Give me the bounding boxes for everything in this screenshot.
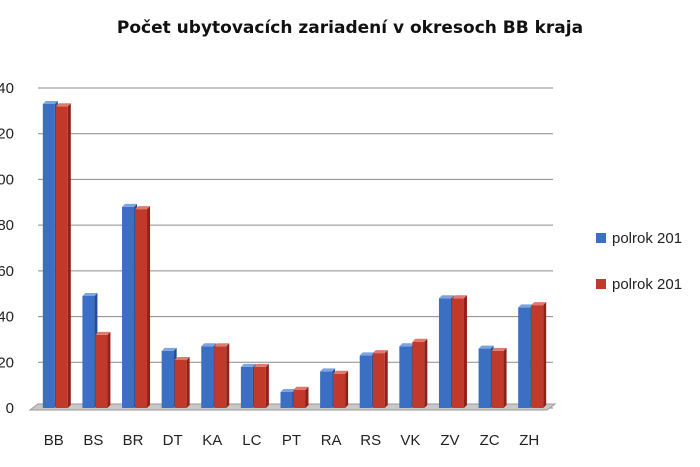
bar-polrok-201-2-ZH	[531, 305, 544, 408]
y-tick-label: 80	[0, 217, 14, 234]
gridlines	[38, 87, 553, 409]
y-tick-label: 0	[6, 400, 14, 417]
bar-side-2-RA	[345, 370, 349, 408]
bar-polrok-201-1-BS	[82, 296, 95, 408]
x-tick-label: BB	[44, 432, 64, 449]
bar-top-1-PT	[280, 389, 296, 392]
y-tick-label: 100	[0, 171, 14, 188]
bar-polrok-201-1-ZH	[518, 307, 531, 408]
bar-top-1-DT	[161, 347, 177, 351]
x-tick-label: ZC	[480, 432, 500, 449]
bar-polrok-201-2-ZC	[491, 350, 504, 408]
y-axis-ticks: 0 20 40 60 80 100 120 140	[0, 80, 14, 417]
bar-side-2-ZC	[503, 347, 507, 408]
legend-item-series-2: polrok 201	[596, 274, 700, 294]
chart-title: Počet ubytovacích zariadení v okresoch B…	[116, 18, 584, 38]
bar-polrok-201-1-BR	[122, 206, 135, 408]
x-tick-label: BR	[123, 432, 144, 449]
x-tick-label: RA	[321, 432, 342, 449]
y-tick-label: 40	[0, 309, 14, 326]
x-tick-label: ZV	[440, 432, 459, 449]
bar-top-2-VK	[412, 338, 428, 342]
bar-top-1-ZH	[518, 304, 534, 308]
legend-label-1: polrok 201	[612, 229, 683, 247]
bar-polrok-201-2-DT	[174, 360, 187, 408]
x-tick-label: DT	[163, 432, 183, 449]
bar-polrok-201-1-BB	[42, 104, 55, 408]
y-tick-label: 140	[0, 80, 14, 97]
bar-polrok-201-2-RS	[372, 353, 385, 408]
bar-side-2-BS	[107, 331, 111, 408]
bar-top-2-LC	[253, 363, 269, 367]
bar-polrok-201-1-KA	[201, 346, 214, 408]
bars	[42, 101, 547, 409]
bar-top-2-ZH	[531, 302, 547, 306]
x-tick-label: VK	[400, 432, 420, 449]
bar-top-1-BS	[82, 293, 98, 296]
x-axis-labels: BB BS BR DT KA LC PT RA RS VK ZV ZC ZH	[44, 432, 539, 449]
bar-top-2-RA	[333, 370, 349, 374]
x-tick-label: RS	[360, 432, 381, 449]
bar-top-2-ZC	[491, 347, 507, 351]
bar-top-2-RS	[372, 350, 388, 354]
bar-polrok-201-1-RS	[359, 355, 372, 408]
bar-side-2-KA	[226, 343, 230, 408]
y-tick-label: 20	[0, 354, 14, 371]
bar-top-2-BB	[55, 103, 71, 107]
bar-top-2-DT	[174, 357, 190, 360]
bar-polrok-201-1-LC	[240, 366, 253, 408]
bar-top-2-PT	[293, 386, 309, 390]
bar-polrok-201-2-BB	[55, 106, 68, 409]
bar-top-1-RA	[320, 368, 336, 372]
bar-polrok-201-1-ZV	[438, 298, 451, 408]
bar-side-2-ZV	[463, 295, 467, 408]
bar-polrok-201-2-ZV	[451, 298, 464, 408]
bar-top-1-ZC	[478, 345, 494, 349]
bar-side-2-RS	[384, 350, 388, 408]
bar-polrok-201-1-ZC	[478, 348, 491, 408]
bar-top-2-BR	[135, 206, 151, 210]
y-tick-label: 60	[0, 263, 14, 280]
bar-polrok-201-1-RA	[320, 371, 333, 408]
x-tick-label: KA	[202, 432, 222, 449]
bar-top-2-BS	[95, 331, 111, 335]
bar-polrok-201-1-VK	[399, 346, 412, 408]
bar-top-1-ZV	[438, 295, 454, 299]
bar-polrok-201-1-DT	[161, 350, 174, 408]
x-tick-label: LC	[242, 432, 261, 449]
bar-top-1-KA	[201, 343, 217, 347]
bar-polrok-201-2-VK	[412, 341, 425, 408]
legend-item-series-1: polrok 201	[596, 228, 700, 248]
x-tick-label: BS	[83, 432, 103, 449]
bar-top-1-RS	[359, 352, 375, 356]
bar-side-2-BR	[147, 206, 151, 408]
bar-side-2-DT	[186, 357, 190, 408]
bar-polrok-201-2-BS	[95, 334, 108, 408]
bar-side-2-VK	[424, 338, 428, 408]
x-tick-label: ZH	[519, 432, 539, 449]
bar-side-2-ZH	[543, 302, 547, 408]
bar-side-2-PT	[305, 386, 309, 408]
bar-polrok-201-2-KA	[214, 346, 227, 408]
bar-top-1-BB	[42, 101, 58, 104]
legend: polrok 201 polrok 201	[596, 228, 700, 320]
bar-side-2-BB	[67, 103, 71, 409]
bar-top-1-BR	[122, 203, 138, 207]
legend-swatch-2	[596, 279, 606, 289]
bar-top-2-ZV	[451, 295, 467, 299]
bar-polrok-201-2-PT	[293, 389, 306, 408]
y-tick-label: 120	[0, 126, 14, 143]
legend-swatch-1	[596, 233, 606, 243]
bar-top-1-LC	[240, 363, 256, 367]
bar-top-2-KA	[214, 343, 230, 347]
bar-top-1-VK	[399, 343, 415, 347]
bar-polrok-201-1-PT	[280, 392, 293, 408]
bar-polrok-201-2-BR	[135, 209, 148, 408]
x-tick-label: PT	[282, 432, 301, 449]
bar-side-2-LC	[265, 363, 269, 408]
legend-label-2: polrok 201	[612, 275, 683, 293]
bar-polrok-201-2-RA	[333, 373, 346, 408]
bar-polrok-201-2-LC	[253, 366, 266, 408]
